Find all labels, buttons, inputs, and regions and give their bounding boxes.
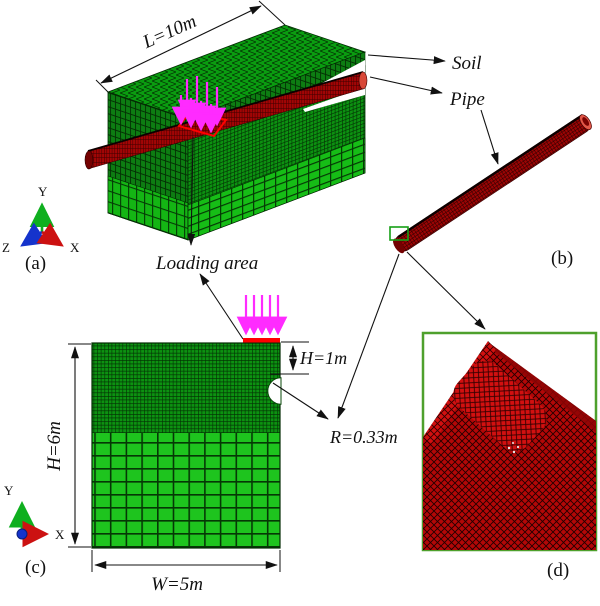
x-axis-label: X [55, 527, 65, 542]
axis-triad-a: Y Z X [2, 184, 80, 255]
label-soil: Soil [452, 53, 482, 74]
load-arrows-3d [171, 76, 227, 134]
pipe-notch [267, 377, 282, 405]
panel-d-detail: (d) [421, 331, 598, 581]
z-axis-dot [16, 528, 28, 540]
pipe-body [394, 115, 591, 252]
radius-pointer-from-b [337, 253, 400, 419]
pipe-left-end-cap [84, 150, 94, 170]
y-axis-label: Y [4, 483, 14, 498]
z-axis-arrow [20, 222, 48, 247]
pipe-trench-plateau [453, 360, 547, 452]
label-radius: R=0.33m [329, 427, 398, 447]
label-H1m: H=1m [299, 348, 347, 368]
pipe-closed-end [393, 238, 405, 254]
pipe-right-end-cap [358, 71, 368, 90]
axis-triad-c: Y X [4, 483, 65, 548]
panel-d-tag: (d) [547, 560, 569, 581]
panel-c-tag: (c) [25, 557, 46, 578]
detail-mesh [423, 341, 596, 550]
dimension-H1m: H=1m [270, 341, 347, 375]
label-loading-area: Loading area [155, 253, 258, 274]
label-H6m: H=6m [44, 421, 65, 472]
label-L10m: L=10m [139, 11, 200, 53]
z-axis-label: Z [2, 240, 10, 255]
panel-c-cross-section: H=1m R=0.33m H=6m W=5m Y X (c) [4, 295, 398, 595]
gap-below-pipe [303, 87, 365, 112]
load-arrows-2d [236, 295, 288, 336]
x-axis-arrow [36, 222, 64, 247]
loading-area-pointer-from-c [199, 273, 244, 340]
radius-pointer-from-c [272, 382, 329, 420]
label-W5m: W=5m [151, 574, 203, 595]
mesh-lower-coarse [92, 433, 280, 548]
mesh-upper-fine [92, 343, 280, 433]
panel-b-pipe-3d: (b) [337, 114, 592, 419]
label-pipe: Pipe [449, 89, 485, 110]
callout-pipe: Pipe [369, 76, 499, 165]
callout-soil: Soil [367, 53, 482, 74]
dimension-W5m: W=5m [91, 550, 281, 595]
y-axis-label: Y [38, 184, 48, 199]
panel-b-tag: (b) [551, 248, 573, 269]
loading-area-pointer-from-a [187, 136, 196, 246]
dimension-H6m: H=6m [44, 343, 91, 548]
zoom-region-box [389, 226, 409, 241]
soil-front-face-lower [187, 137, 366, 241]
x-axis-label: X [70, 240, 80, 255]
loading-strip [243, 338, 280, 343]
panel-a-soil-block-3d: L=10m [2, 0, 368, 340]
panel-a-tag: (a) [25, 253, 46, 274]
detail-pointer-to-d [406, 251, 486, 330]
